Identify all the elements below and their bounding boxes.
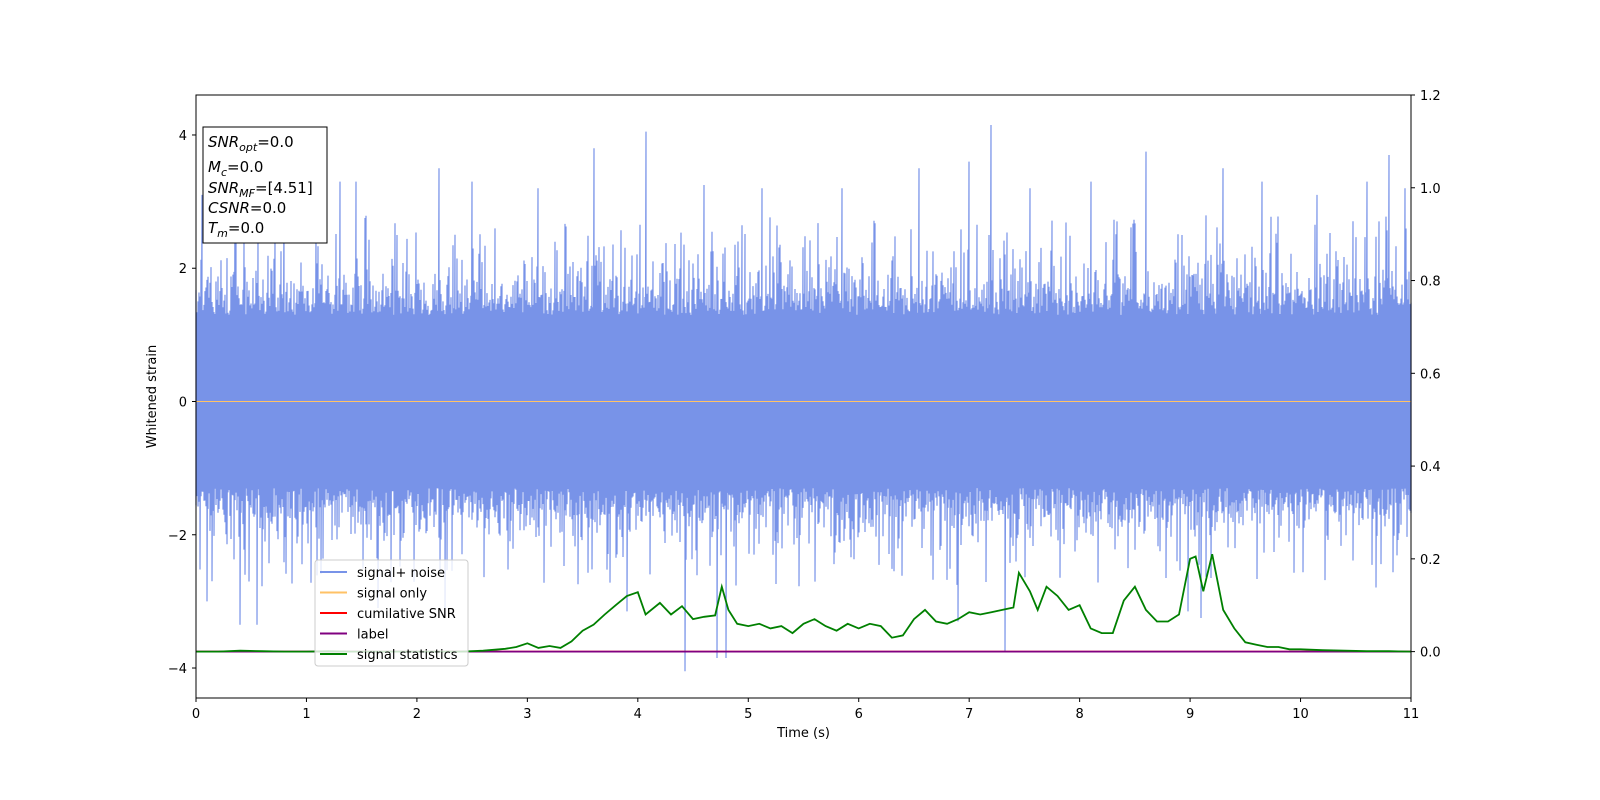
x-tick-label: 11 xyxy=(1403,707,1420,722)
series-signal-noise xyxy=(195,124,1412,672)
y-tick-label: 2 xyxy=(179,262,187,277)
x-tick-label: 1 xyxy=(302,707,310,722)
series-signal-statistics xyxy=(196,553,1412,653)
annotation-snr-opt: SNRopt=0.0 xyxy=(208,133,294,154)
legend-label: label xyxy=(357,628,388,643)
y2-tick-label: 0.4 xyxy=(1420,460,1441,475)
y-axis-left: 4 2 0 −2 −4 xyxy=(168,129,196,677)
y-tick-label: −4 xyxy=(168,662,187,677)
x-tick-label: 0 xyxy=(192,707,200,722)
x-axis-label: Time (s) xyxy=(776,726,830,741)
x-tick-label: 8 xyxy=(1075,707,1083,722)
noise-series xyxy=(195,124,1412,672)
x-tick-label: 4 xyxy=(634,707,642,722)
annotation-tm: Tm=0.0 xyxy=(208,219,264,240)
y-axis-right: 1.2 1.0 0.8 0.6 0.4 0.2 0.0 xyxy=(1411,89,1441,661)
y-tick-label: −2 xyxy=(168,529,187,544)
y2-tick-label: 0.0 xyxy=(1420,646,1441,661)
legend-label: cumilative SNR xyxy=(357,607,456,622)
x-tick-label: 10 xyxy=(1292,707,1309,722)
x-tick-label: 6 xyxy=(855,707,863,722)
legend: signal+ noise signal only cumilative SNR la… xyxy=(314,559,469,667)
annotation-mc: Mc=0.0 xyxy=(208,158,263,179)
y2-tick-label: 1.2 xyxy=(1420,89,1441,104)
x-tick-label: 2 xyxy=(413,707,421,722)
plot-frame xyxy=(195,94,1412,699)
x-tick-label: 5 xyxy=(744,707,752,722)
y2-tick-label: 1.0 xyxy=(1420,182,1441,197)
x-tick-label: 3 xyxy=(523,707,531,722)
y-tick-label: 4 xyxy=(179,129,187,144)
y2-tick-label: 0.6 xyxy=(1420,367,1441,382)
annotation-csnr: CSNR=0.0 xyxy=(208,199,286,217)
legend-label: signal only xyxy=(357,587,427,602)
annotation-snr-mf: SNRMF=[4.51] xyxy=(208,179,313,200)
y-axis-label: Whitened strain xyxy=(145,345,160,448)
x-tick-label: 7 xyxy=(965,707,973,722)
y-tick-label: 0 xyxy=(179,395,187,410)
stats-annotation-box: SNRopt=0.0 Mc=0.0 SNRMF=[4.51] CSNR=0.0 … xyxy=(202,126,328,244)
y2-tick-label: 0.8 xyxy=(1420,275,1441,290)
x-tick-label: 9 xyxy=(1186,707,1194,722)
legend-label: signal+ noise xyxy=(357,566,445,581)
x-axis: 0 1 2 3 4 5 6 7 8 9 10 11 xyxy=(192,698,1419,722)
y2-tick-label: 0.2 xyxy=(1420,553,1441,568)
legend-label: signal statistics xyxy=(357,648,458,663)
